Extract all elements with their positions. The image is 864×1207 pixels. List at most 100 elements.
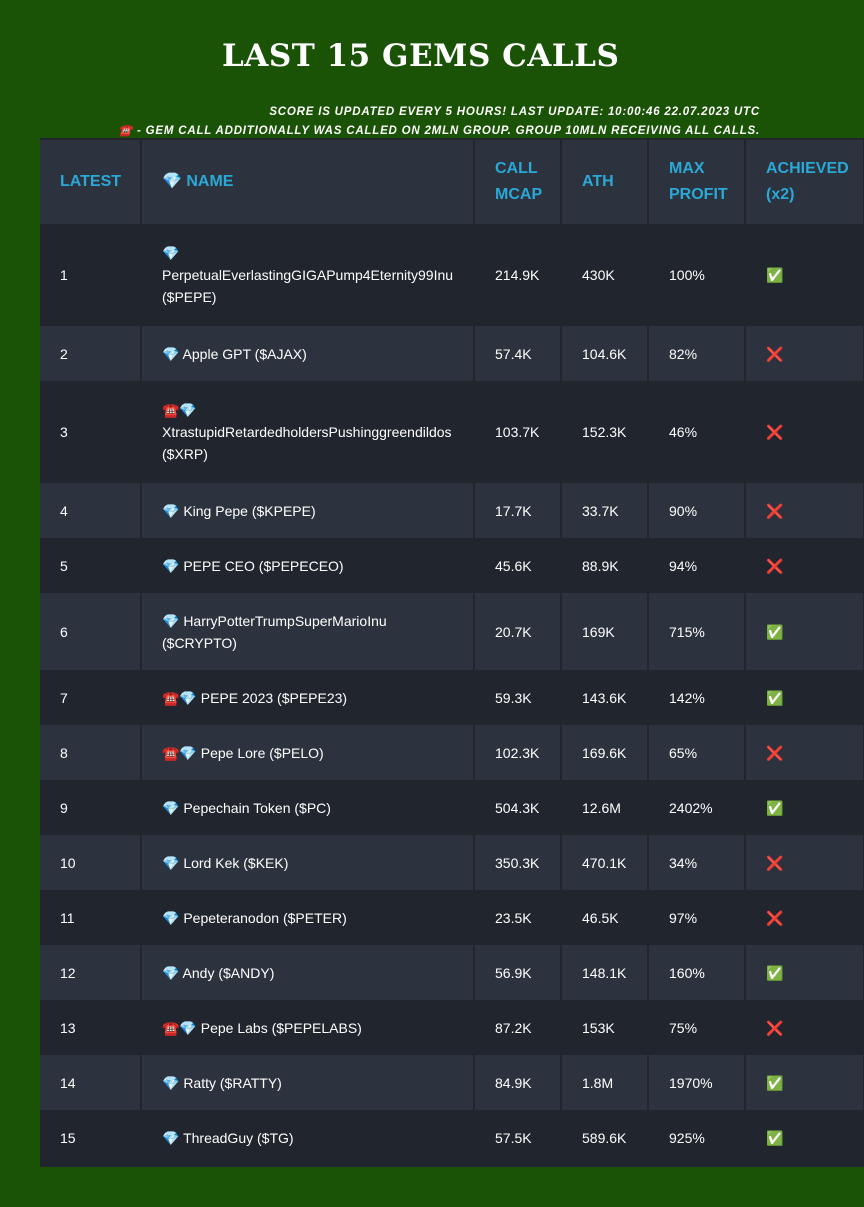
token-name: 💎 Apple GPT ($AJAX) <box>141 326 475 381</box>
max-profit: 925% <box>648 1110 746 1165</box>
ath-value: 1.8M <box>561 1055 649 1110</box>
table-row: 9 💎 Pepechain Token ($PC) 504.3K 12.6M 2402%… <box>40 780 864 835</box>
achieved-icon: ✅ <box>745 670 864 725</box>
call-mcap: 350.3K <box>474 835 562 890</box>
token-name: ☎️💎 Pepe Lore ($PELO) <box>141 725 475 780</box>
call-mcap: 102.3K <box>474 725 562 780</box>
token-name: 💎 PEPE CEO ($PEPECEO) <box>141 538 475 593</box>
achieved-icon: ❌ <box>745 1000 864 1055</box>
call-mcap: 103.7K <box>474 381 562 483</box>
row-number: 11 <box>40 890 142 945</box>
row-number: 8 <box>40 725 142 780</box>
call-mcap: 57.5K <box>474 1110 562 1165</box>
ath-value: 33.7K <box>561 483 649 538</box>
update-note: SCORE IS UPDATED EVERY 5 HOURS! LAST UPD… <box>269 106 760 118</box>
table-row: 1 💎 PerpetualEverlastingGIGAPump4Eternity… <box>40 224 864 326</box>
max-profit: 82% <box>648 326 746 381</box>
token-name: 💎 King Pepe ($KPEPE) <box>141 483 475 538</box>
token-name: 💎 HarryPotterTrumpSuperMarioInu ($CRYPTO… <box>141 593 475 670</box>
max-profit: 75% <box>648 1000 746 1055</box>
call-mcap: 23.5K <box>474 890 562 945</box>
max-profit: 65% <box>648 725 746 780</box>
achieved-icon: ❌ <box>745 725 864 780</box>
row-number: 5 <box>40 538 142 593</box>
ath-value: 589.6K <box>561 1110 649 1165</box>
ath-value: 169.6K <box>561 725 649 780</box>
achieved-icon: ❌ <box>745 890 864 945</box>
call-mcap: 56.9K <box>474 945 562 1000</box>
achieved-icon: ❌ <box>745 326 864 381</box>
token-name: 💎 Lord Kek ($KEK) <box>141 835 475 890</box>
token-name: 💎 Andy ($ANDY) <box>141 945 475 1000</box>
achieved-icon: ✅ <box>745 1110 864 1165</box>
max-profit: 1970% <box>648 1055 746 1110</box>
max-profit: 34% <box>648 835 746 890</box>
token-name: 💎 PerpetualEverlastingGIGAPump4Eternity9… <box>141 224 475 326</box>
max-profit: 90% <box>648 483 746 538</box>
legend-note: ☎️ - GEM CALL ADDITIONALLY WAS CALLED ON… <box>117 125 760 137</box>
achieved-icon: ❌ <box>745 483 864 538</box>
table-row: 4 💎 King Pepe ($KPEPE) 17.7K 33.7K 90% ❌ <box>40 483 864 538</box>
ath-value: 143.6K <box>561 670 649 725</box>
ath-value: 169K <box>561 593 649 670</box>
token-name: ☎️💎 PEPE 2023 ($PEPE23) <box>141 670 475 725</box>
call-mcap: 214.9K <box>474 224 562 326</box>
header-ath: ATH <box>561 140 649 224</box>
header-name: 💎 NAME <box>141 140 475 224</box>
ath-value: 46.5K <box>561 890 649 945</box>
token-name: ☎️💎 Pepe Labs ($PEPELABS) <box>141 1000 475 1055</box>
table-row: 6 💎 HarryPotterTrumpSuperMarioInu ($CRYPT… <box>40 593 864 670</box>
row-number: 15 <box>40 1110 142 1165</box>
call-mcap: 84.9K <box>474 1055 562 1110</box>
token-name: 💎 ThreadGuy ($TG) <box>141 1110 475 1165</box>
token-name: ☎️💎 XtrastupidRetardedholdersPushinggree… <box>141 381 475 483</box>
table-row: 3 ☎️💎 XtrastupidRetardedholdersPushinggre… <box>40 381 864 483</box>
row-number: 12 <box>40 945 142 1000</box>
ath-value: 104.6K <box>561 326 649 381</box>
achieved-icon: ❌ <box>745 835 864 890</box>
row-number: 14 <box>40 1055 142 1110</box>
token-name: 💎 Pepechain Token ($PC) <box>141 780 475 835</box>
table-row: 10 💎 Lord Kek ($KEK) 350.3K 470.1K 34% ❌ <box>40 835 864 890</box>
call-mcap: 59.3K <box>474 670 562 725</box>
header-latest: LATEST <box>40 140 142 224</box>
table-row: 11 💎 Pepeteranodon ($PETER) 23.5K 46.5K 97% ❌ <box>40 890 864 945</box>
token-name: 💎 Ratty ($RATTY) <box>141 1055 475 1110</box>
max-profit: 100% <box>648 224 746 326</box>
ath-value: 430K <box>561 224 649 326</box>
table-row: 14 💎 Ratty ($RATTY) 84.9K 1.8M 1970% ✅ <box>40 1055 864 1110</box>
token-name: 💎 Pepeteranodon ($PETER) <box>141 890 475 945</box>
gems-table-container: LATEST 💎 NAME CALL MCAP ATH MAX PROFIT A… <box>40 138 864 1167</box>
gems-table: LATEST 💎 NAME CALL MCAP ATH MAX PROFIT A… <box>40 140 864 1165</box>
ath-value: 153K <box>561 1000 649 1055</box>
call-mcap: 17.7K <box>474 483 562 538</box>
row-number: 9 <box>40 780 142 835</box>
call-mcap: 504.3K <box>474 780 562 835</box>
row-number: 13 <box>40 1000 142 1055</box>
table-row: 13 ☎️💎 Pepe Labs ($PEPELABS) 87.2K 153K 75% ❌ <box>40 1000 864 1055</box>
table-row: 8 ☎️💎 Pepe Lore ($PELO) 102.3K 169.6K 65% ❌ <box>40 725 864 780</box>
row-number: 2 <box>40 326 142 381</box>
table-row: 7 ☎️💎 PEPE 2023 ($PEPE23) 59.3K 143.6K 142% ✅ <box>40 670 864 725</box>
max-profit: 715% <box>648 593 746 670</box>
max-profit: 160% <box>648 945 746 1000</box>
max-profit: 2402% <box>648 780 746 835</box>
page-title: LAST 15 GEMS CALLS <box>222 38 620 74</box>
row-number: 3 <box>40 381 142 483</box>
header-achieved: ACHIEVED (x2) <box>745 140 864 224</box>
achieved-icon: ✅ <box>745 945 864 1000</box>
row-number: 6 <box>40 593 142 670</box>
ath-value: 148.1K <box>561 945 649 1000</box>
header-max-profit: MAX PROFIT <box>648 140 746 224</box>
achieved-icon: ✅ <box>745 593 864 670</box>
call-mcap: 87.2K <box>474 1000 562 1055</box>
achieved-icon: ❌ <box>745 538 864 593</box>
ath-value: 152.3K <box>561 381 649 483</box>
table-header-row: LATEST 💎 NAME CALL MCAP ATH MAX PROFIT A… <box>40 140 864 224</box>
row-number: 7 <box>40 670 142 725</box>
max-profit: 46% <box>648 381 746 483</box>
row-number: 4 <box>40 483 142 538</box>
max-profit: 142% <box>648 670 746 725</box>
row-number: 10 <box>40 835 142 890</box>
achieved-icon: ✅ <box>745 780 864 835</box>
